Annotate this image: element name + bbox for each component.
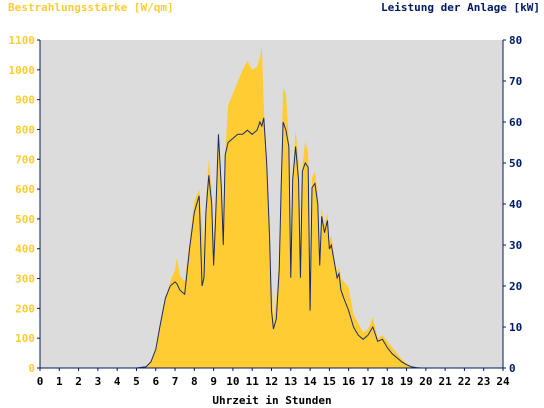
x-axis-ticks: 0 1 2 3 4 5 6 7 8 9 10 11 12 13 14 15 16 17 18 19 20 21 22 23 24 — [37, 368, 510, 388]
right-tick-label: 20 — [509, 280, 522, 293]
right-axis-ticks: 0 10 20 30 40 50 60 70 80 — [503, 34, 522, 375]
x-tick-label: 22 — [458, 375, 471, 388]
x-tick-label: 14 — [303, 375, 317, 388]
x-tick-label: 5 — [133, 375, 140, 388]
left-tick-label: 300 — [15, 273, 35, 286]
x-tick-label: 2 — [75, 375, 82, 388]
x-tick-label: 8 — [191, 375, 198, 388]
x-tick-label: 17 — [361, 375, 374, 388]
x-tick-label: 24 — [496, 375, 510, 388]
x-tick-label: 0 — [37, 375, 44, 388]
x-tick-label: 6 — [152, 375, 159, 388]
x-tick-label: 4 — [114, 375, 121, 388]
right-tick-label: 10 — [509, 321, 522, 334]
right-tick-label: 40 — [509, 198, 522, 211]
x-tick-label: 19 — [400, 375, 413, 388]
left-axis-title: Bestrahlungsstärke [W/qm] — [8, 1, 174, 14]
x-tick-label: 9 — [210, 375, 217, 388]
x-axis-title: Uhrzeit in Stunden — [212, 394, 332, 407]
right-axis-title: Leistung der Anlage [kW] — [381, 1, 540, 14]
x-tick-label: 23 — [477, 375, 490, 388]
right-tick-label: 60 — [509, 116, 522, 129]
left-tick-label: 200 — [15, 302, 35, 315]
left-tick-label: 0 — [28, 362, 35, 375]
x-tick-label: 10 — [226, 375, 239, 388]
x-tick-label: 11 — [246, 375, 260, 388]
right-tick-label: 70 — [509, 75, 522, 88]
x-tick-label: 16 — [342, 375, 356, 388]
right-tick-label: 30 — [509, 239, 522, 252]
x-tick-label: 13 — [284, 375, 297, 388]
x-tick-label: 18 — [381, 375, 394, 388]
left-tick-label: 500 — [15, 213, 35, 226]
left-tick-label: 900 — [15, 94, 35, 107]
left-tick-label: 600 — [15, 183, 35, 196]
left-tick-label: 700 — [15, 153, 35, 166]
power-line — [40, 117, 503, 369]
x-tick-label: 7 — [172, 375, 179, 388]
x-tick-label: 1 — [56, 375, 63, 388]
x-tick-label: 12 — [265, 375, 278, 388]
right-tick-label: 0 — [509, 362, 516, 375]
right-tick-label: 80 — [509, 34, 522, 47]
left-tick-label: 800 — [15, 123, 35, 136]
x-tick-label: 21 — [439, 375, 453, 388]
left-tick-label: 1100 — [9, 34, 36, 47]
left-tick-label: 400 — [15, 243, 35, 256]
left-tick-label: 1000 — [9, 64, 36, 77]
left-tick-label: 100 — [15, 332, 35, 345]
x-tick-label: 15 — [323, 375, 336, 388]
left-axis-ticks: 0 100 200 300 400 500 600 700 800 900 1000 1100 — [9, 34, 40, 375]
x-tick-label: 20 — [419, 375, 432, 388]
right-tick-label: 50 — [509, 157, 522, 170]
x-tick-label: 3 — [95, 375, 102, 388]
